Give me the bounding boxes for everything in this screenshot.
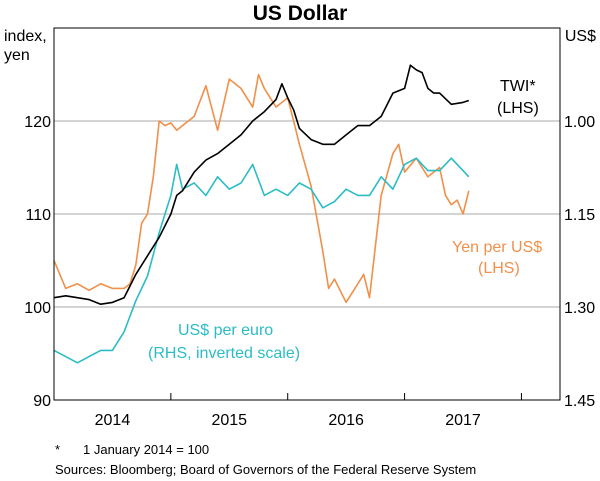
right-tick-label: 1.15	[564, 207, 595, 224]
left-axis-label-line1: index,	[4, 28, 47, 45]
twi-label-line1: TWI*	[500, 78, 536, 95]
right-tick-label: 1.30	[564, 300, 595, 317]
left-tick-label: 110	[25, 207, 51, 224]
x-tick-label: 2016	[328, 412, 364, 429]
yen-label-line1: Yen per US$	[452, 239, 542, 256]
x-axis: 2014 2015 2016 2017	[95, 393, 522, 429]
footnote-text: 1 January 2014 = 100	[83, 442, 209, 457]
chart-title: US Dollar	[253, 2, 348, 25]
x-tick-label: 2017	[445, 412, 481, 429]
euro-label-line2: (RHS, inverted scale)	[148, 345, 300, 362]
right-tick-label: 1.00	[564, 114, 595, 131]
right-tick-label: 1.45	[564, 393, 595, 410]
y-tick-labels: 90 100 110 120 1.00 1.15 1.30 1.45	[24, 114, 595, 410]
x-tick-label: 2014	[95, 412, 131, 429]
twi-label-line2: (LHS)	[497, 100, 539, 117]
x-tick-label: 2015	[211, 412, 247, 429]
gridlines	[54, 120, 560, 308]
left-tick-label: 120	[24, 114, 51, 131]
footnote-marker: *	[55, 442, 60, 457]
left-tick-label: 90	[33, 393, 51, 410]
right-axis-label: US$	[565, 28, 596, 45]
euro-label-line1: US$ per euro	[178, 322, 273, 339]
us-per-euro-line	[53, 157, 470, 364]
plot-frame	[53, 27, 561, 401]
left-axis-label-line2: yen	[4, 47, 30, 64]
left-tick-label: 100	[24, 300, 51, 317]
yen-per-usd-line	[53, 73, 470, 304]
sources-text: Sources: Bloomberg; Board of Governors o…	[55, 462, 476, 477]
series-lines	[53, 64, 470, 364]
twi-line	[53, 64, 470, 306]
yen-label-line2: (LHS)	[478, 260, 520, 277]
